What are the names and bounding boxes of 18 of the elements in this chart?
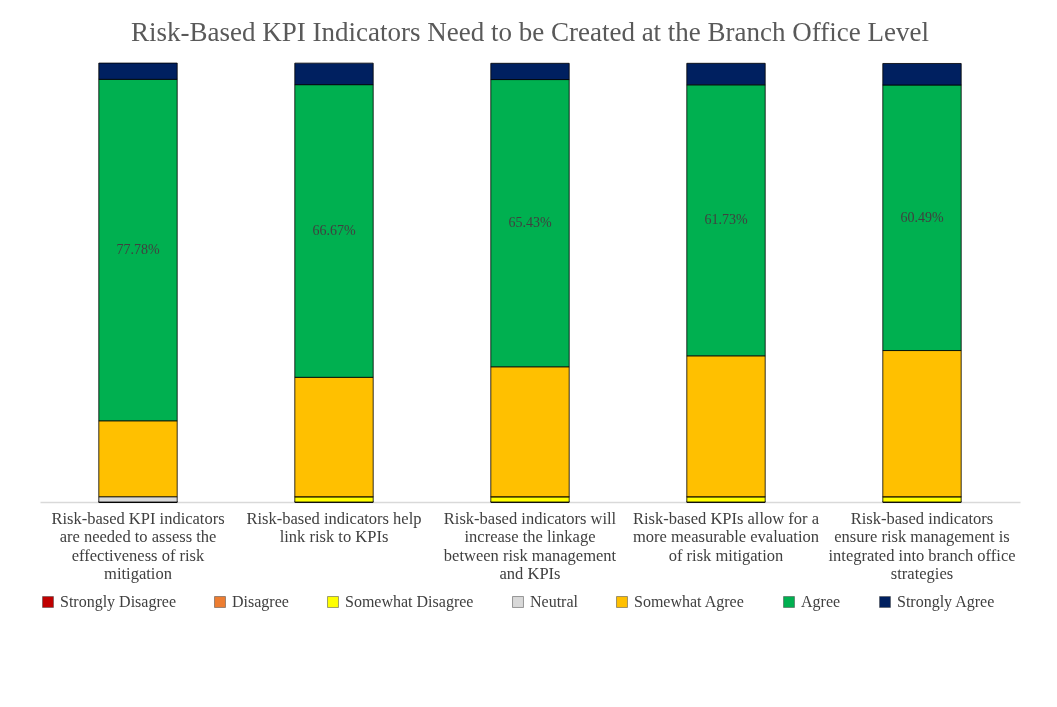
data-label: 66.67%	[312, 222, 356, 238]
data-label: 77.78%	[116, 242, 160, 258]
legend-label: Strongly Agree	[897, 593, 995, 611]
data-label: 60.49%	[900, 209, 944, 225]
data-label: 61.73%	[704, 212, 748, 228]
legend-label: Somewhat Disagree	[345, 593, 474, 611]
legend-label: Somewhat Agree	[634, 593, 744, 611]
data-label: 65.43%	[508, 215, 552, 231]
legend-label: Agree	[801, 593, 841, 611]
legend-label: Neutral	[530, 593, 579, 610]
legend-label: Strongly Disagree	[60, 593, 176, 611]
x-tick-label: Risk-based indicators help link risk to KPIs	[246, 508, 422, 546]
x-tick-label: Risk-based KPI indicators are needed to assess the effectiveness of risk mitigation	[51, 508, 225, 583]
x-tick-label: Risk-based indicators ensure risk management is integrated into branch office strategies	[828, 508, 1016, 583]
chart-title: Risk-Based KPI Indicators Need to be Created at the Branch Office Level	[131, 16, 929, 47]
x-tick-label: Risk-based KPIs allow for a more measurable evaluation of risk mitigation	[632, 508, 820, 565]
x-tick-label: Risk-based indicators will increase the linkage between risk management and KPIs	[443, 508, 617, 583]
legend-label: Disagree	[232, 593, 289, 611]
